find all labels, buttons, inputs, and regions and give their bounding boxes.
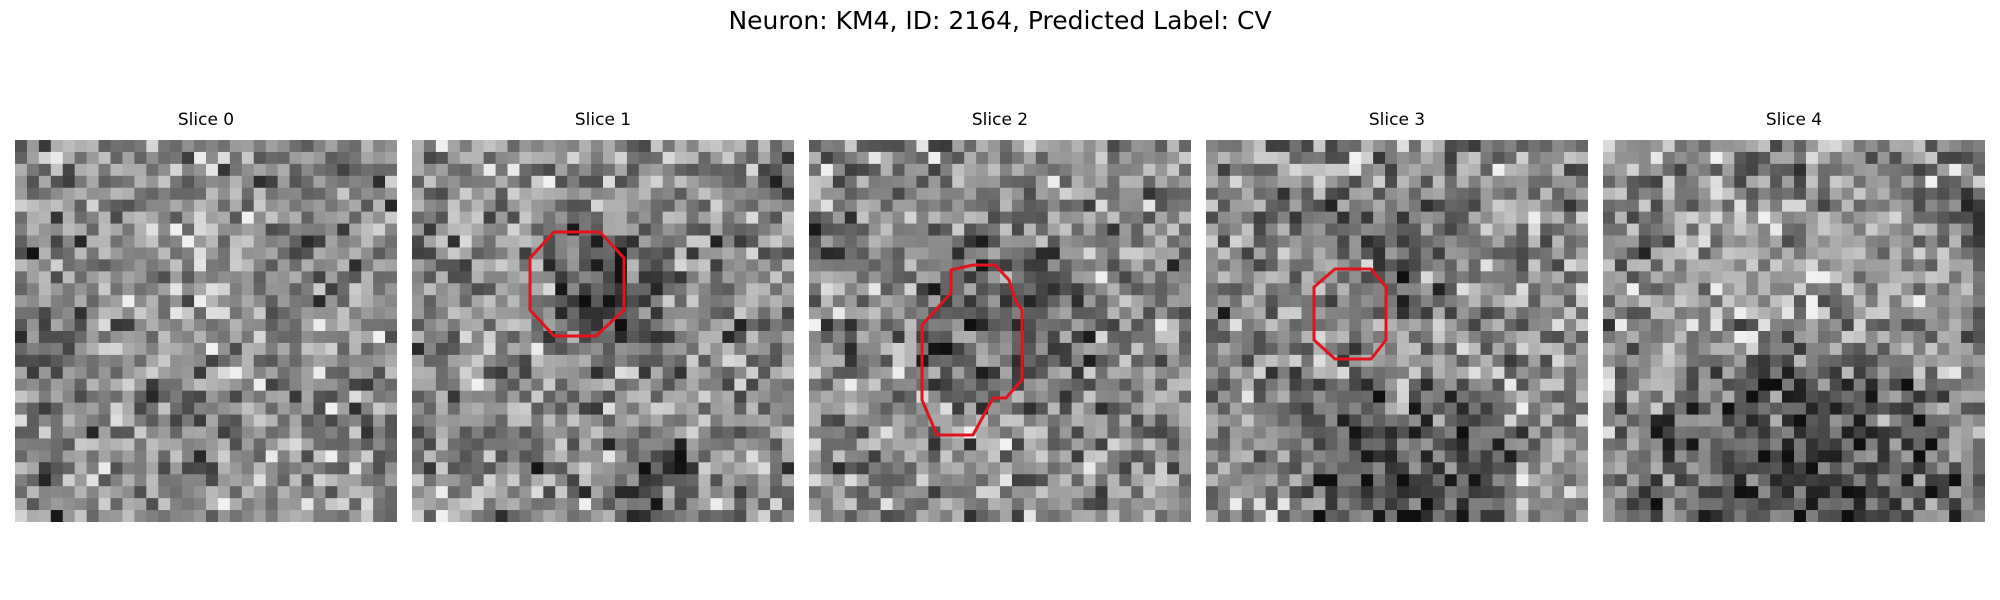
roi-outline — [1312, 267, 1388, 361]
slice-title-0: Slice 0 — [177, 110, 235, 130]
roi-outline — [920, 263, 1024, 437]
slice-image-2 — [809, 140, 1191, 522]
slice-title-1: Slice 1 — [574, 110, 632, 130]
slice-panel-0: Slice 0 — [15, 110, 397, 522]
slice-panel-3: Slice 3 — [1206, 110, 1588, 522]
slice-image-0 — [15, 140, 397, 522]
roi-outline — [528, 230, 626, 338]
slice-title-2: Slice 2 — [971, 110, 1029, 130]
slice-title-3: Slice 3 — [1368, 110, 1426, 130]
slice-panel-4: Slice 4 — [1603, 110, 1985, 522]
slice-title-4: Slice 4 — [1765, 110, 1823, 130]
slice-image-3 — [1206, 140, 1588, 522]
slice-image-4 — [1603, 140, 1985, 522]
figure-title: Neuron: KM4, ID: 2164, Predicted Label: … — [728, 6, 1272, 35]
slice-panel-2: Slice 2 — [809, 110, 1191, 522]
slice-image-1 — [412, 140, 794, 522]
slice-panel-1: Slice 1 — [412, 110, 794, 522]
